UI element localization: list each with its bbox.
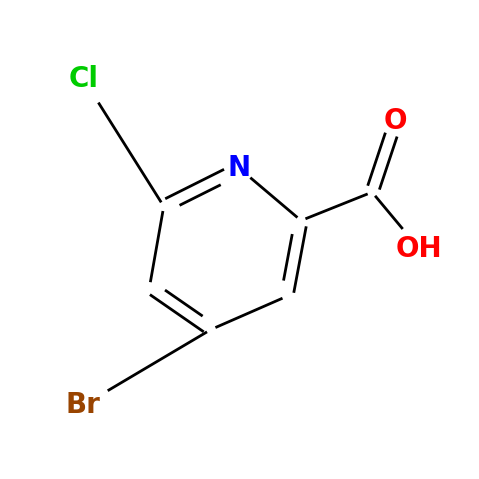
Text: N: N bbox=[228, 155, 251, 182]
Text: O: O bbox=[384, 107, 408, 135]
Text: OH: OH bbox=[396, 235, 443, 263]
Text: Br: Br bbox=[66, 391, 101, 419]
Text: Cl: Cl bbox=[68, 65, 98, 92]
